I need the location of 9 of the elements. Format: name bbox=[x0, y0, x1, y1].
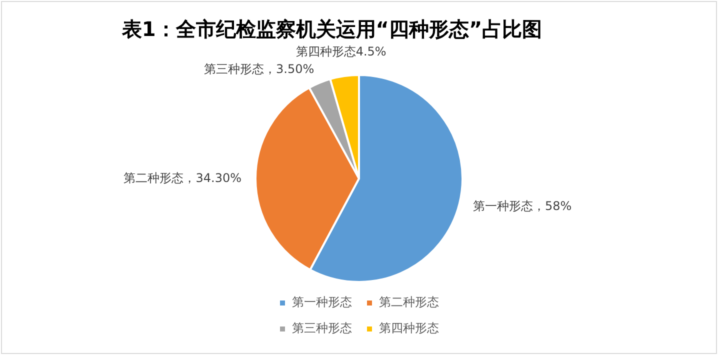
data-label: 第四种形态4.5% bbox=[296, 44, 386, 58]
legend-label: 第四种形态 bbox=[379, 321, 439, 336]
data-label: 第三种形态，3.50% bbox=[204, 62, 314, 76]
data-label: 第二种形态，34.30% bbox=[124, 171, 242, 186]
legend-label: 第三种形态 bbox=[292, 321, 352, 336]
legend-label: 第一种形态 bbox=[292, 295, 352, 310]
chart-title: 表1：全市纪检监察机关运用“四种形态”占比图 bbox=[120, 16, 544, 43]
data-label: 第一种形态，58% bbox=[472, 199, 572, 214]
legend-label: 第二种形态 bbox=[379, 295, 439, 310]
